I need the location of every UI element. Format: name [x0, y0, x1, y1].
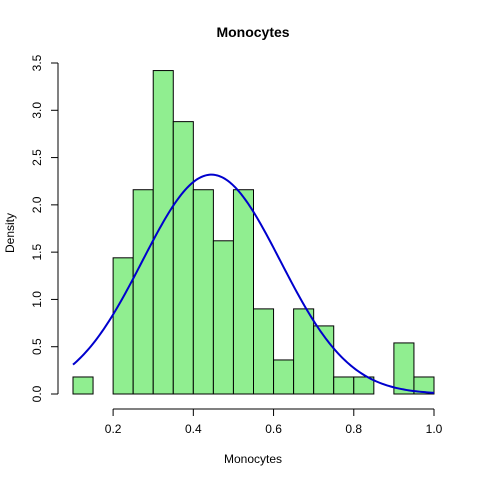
histogram-bar — [132, 189, 154, 395]
chart-title: Monocytes — [216, 24, 289, 40]
histogram-bar — [112, 257, 134, 395]
y-tick-label: 1.5 — [30, 243, 44, 260]
y-axis: 0.0 0.5 1.0 1.5 2.0 2.5 3.0 3.5 — [30, 54, 59, 402]
histogram-bar — [333, 376, 355, 395]
x-axis: 0.2 0.4 0.6 0.8 1.0 — [105, 408, 443, 436]
histogram-bar — [353, 376, 375, 395]
histogram-bar — [393, 342, 415, 395]
x-tick-label: 0.4 — [185, 422, 202, 436]
density-curve — [72, 173, 435, 394]
x-tick-label: 0.8 — [345, 422, 362, 436]
x-axis-label: Monocytes — [224, 452, 282, 466]
y-tick-label: 3.5 — [30, 54, 44, 71]
histogram-bar — [212, 240, 234, 395]
y-tick-label: 0.5 — [30, 338, 44, 355]
histogram-bar — [253, 308, 275, 395]
y-tick-label: 2.0 — [30, 196, 44, 213]
y-tick-label: 0.0 — [30, 385, 44, 402]
histogram-bar — [232, 189, 254, 395]
histogram-bar — [192, 189, 214, 395]
y-tick-label: 1.0 — [30, 291, 44, 308]
histogram-bar — [413, 376, 435, 395]
histogram-bar — [273, 359, 295, 395]
y-tick-label: 3.0 — [30, 102, 44, 119]
y-tick-label: 2.5 — [30, 149, 44, 166]
histogram-bar — [172, 121, 194, 395]
x-tick-label: 0.6 — [265, 422, 282, 436]
histogram-bar — [293, 308, 315, 395]
y-axis-label: Density — [3, 213, 17, 253]
histogram-bars — [72, 70, 435, 395]
x-tick-label: 1.0 — [426, 422, 443, 436]
x-tick-label: 0.2 — [105, 422, 122, 436]
histogram-bar — [72, 376, 94, 395]
histogram-bar — [152, 70, 174, 395]
